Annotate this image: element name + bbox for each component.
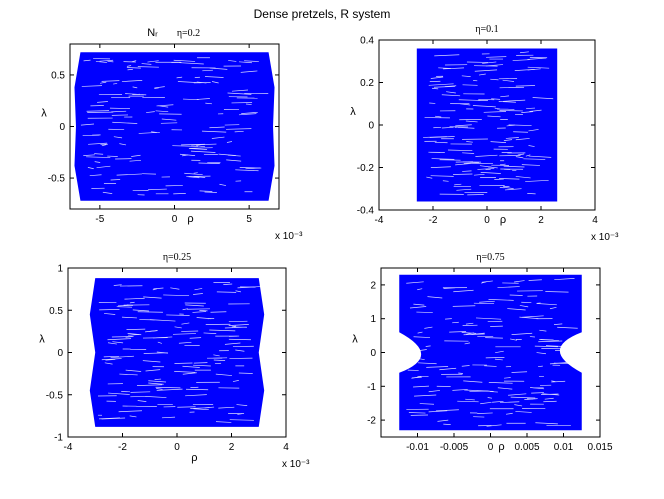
y-axis-label: λ <box>39 334 45 346</box>
x-tick-label: -4 <box>375 215 384 226</box>
y-tick-label: 0 <box>370 348 376 359</box>
y-tick-label: 0.4 <box>360 36 374 47</box>
panel-title-prefix: Nᵣ <box>147 27 158 39</box>
y-tick-label: 0 <box>368 121 374 132</box>
trajectory-gaps <box>406 277 578 427</box>
x-axis-label: ρ <box>191 452 197 464</box>
x-exponent-label: x 10⁻³ <box>591 232 619 243</box>
x-tick-label: 0.01 <box>554 442 574 453</box>
panel-title: η=0.75 <box>476 252 504 263</box>
trajectory-gaps <box>97 282 261 423</box>
panel-eta-0-25: -4 -2 0 2 4 1 0.5 0 -0.5 -1 ρ λ η=0.25 x 10⁻³ <box>39 252 310 470</box>
y-tick-label: 0.5 <box>49 306 63 317</box>
x-tick-label: -2 <box>118 442 127 453</box>
x-axis-label: ρ <box>498 441 504 453</box>
trajectory-region <box>89 278 265 427</box>
y-axis-label: λ <box>352 334 358 346</box>
x-exponent-label: x 10⁻³ <box>275 231 303 242</box>
y-tick-label: -2 <box>367 416 376 427</box>
y-tick-label: -0.2 <box>357 163 375 174</box>
x-tick-label: -2 <box>429 215 438 226</box>
x-tick-label: 0 <box>484 215 490 226</box>
y-axis-label: λ <box>350 106 356 118</box>
y-tick-label: -0.5 <box>48 174 66 185</box>
x-tick-label: 2 <box>538 215 544 226</box>
x-axis-label: ρ <box>187 213 193 225</box>
x-tick-label: 5 <box>246 214 252 225</box>
y-tick-label: -0.5 <box>46 390 64 401</box>
y-axis-label: λ <box>41 108 47 120</box>
x-exponent-label: x 10⁻³ <box>282 459 310 470</box>
panel-nr-eta-0-2: -5 0 5 0.5 0 -0.5 ρ λ η=0.2 Nᵣ x 10⁻³ <box>41 27 303 242</box>
x-tick-label: 0.005 <box>514 442 539 453</box>
y-tick-label: 0.2 <box>360 78 374 89</box>
x-axis-label: ρ <box>500 214 506 226</box>
x-tick-label: -4 <box>64 442 73 453</box>
y-tick-label: -1 <box>54 433 63 444</box>
x-tick-label: 4 <box>592 215 598 226</box>
x-tick-label: -0.005 <box>440 442 469 453</box>
x-tick-label: 2 <box>229 442 235 453</box>
y-tick-label: 2 <box>370 280 376 291</box>
x-tick-label: 0 <box>488 442 494 453</box>
x-tick-label: -0.01 <box>406 442 429 453</box>
y-tick-label: 0 <box>59 122 65 133</box>
y-tick-label: 1 <box>370 314 376 325</box>
x-tick-label: 0 <box>174 442 180 453</box>
panel-eta-0-1: -4 -2 0 2 4 0.4 0.2 0 -0.2 -0.4 ρ λ η=0.1 x 10⁻³ <box>350 24 619 243</box>
panel-title: η=0.1 <box>475 24 498 35</box>
y-tick-label: 0.5 <box>51 70 65 81</box>
figure-suptitle: Dense pretzels, R system <box>254 7 391 21</box>
panel-title: η=0.25 <box>163 252 191 263</box>
y-tick-label: 1 <box>57 264 63 275</box>
trajectory-gaps <box>423 51 554 196</box>
panel-eta-0-75: -0.01 -0.005 0 0.005 0.01 0.015 2 1 0 -1 -2 ρ λ η=0.7… <box>352 252 613 453</box>
x-tick-label: 0 <box>172 214 178 225</box>
y-tick-label: 0 <box>57 348 63 359</box>
trajectory-region <box>399 274 582 431</box>
x-tick-label: 4 <box>283 442 289 453</box>
trajectory-region <box>416 48 558 202</box>
y-tick-label: -1 <box>367 382 376 393</box>
x-tick-label: -5 <box>95 214 104 225</box>
y-tick-label: -0.4 <box>357 206 375 217</box>
panel-title: η=0.2 <box>177 28 200 39</box>
trajectory-gaps <box>80 57 269 196</box>
x-tick-label: 0.015 <box>587 442 612 453</box>
trajectory-region <box>74 52 275 201</box>
